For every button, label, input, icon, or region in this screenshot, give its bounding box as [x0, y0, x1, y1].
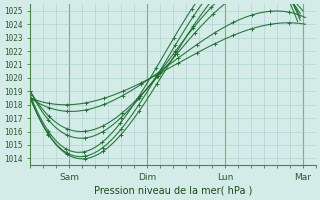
X-axis label: Pression niveau de la mer( hPa ): Pression niveau de la mer( hPa ) — [94, 186, 252, 196]
